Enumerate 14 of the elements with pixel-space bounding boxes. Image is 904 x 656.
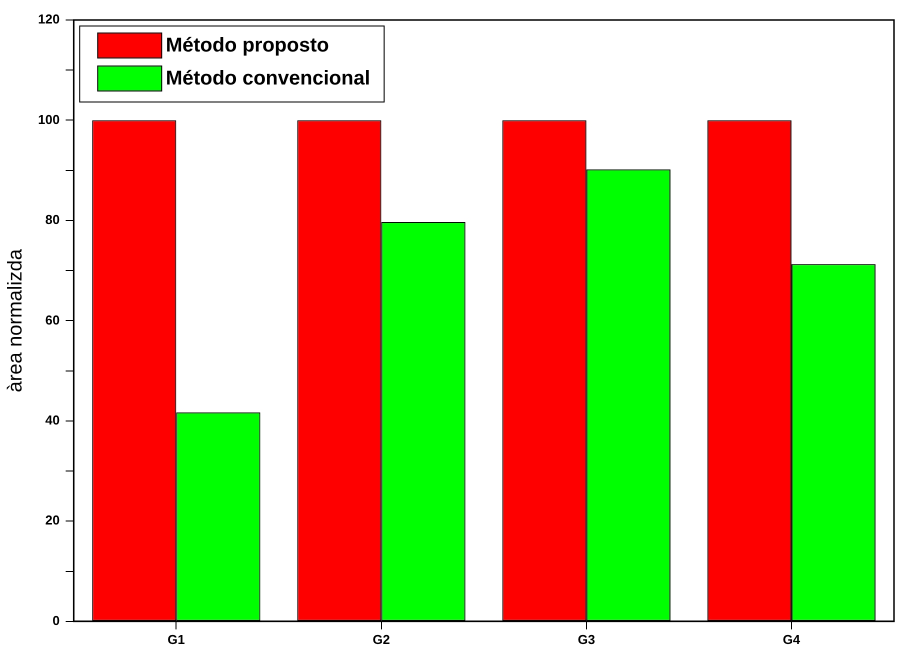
y-tick-label: 120 <box>38 12 60 27</box>
x-tick-label: G3 <box>578 632 596 647</box>
y-tick-label: 100 <box>38 112 60 127</box>
x-tick-label: G1 <box>168 632 185 647</box>
x-tick-label: G2 <box>372 632 390 647</box>
y-axis-title: àrea normalizda <box>4 248 27 392</box>
legend-label: Método proposto <box>166 34 329 57</box>
y-tick-label: 80 <box>45 212 60 228</box>
legend-label: Método convencional <box>166 68 370 90</box>
x-tick-label: G4 <box>782 632 801 647</box>
y-tick-label: 60 <box>45 312 60 328</box>
y-tick-label: 0 <box>52 612 60 628</box>
y-tick-label: 20 <box>45 512 60 528</box>
y-tick-label: 40 <box>45 412 60 428</box>
